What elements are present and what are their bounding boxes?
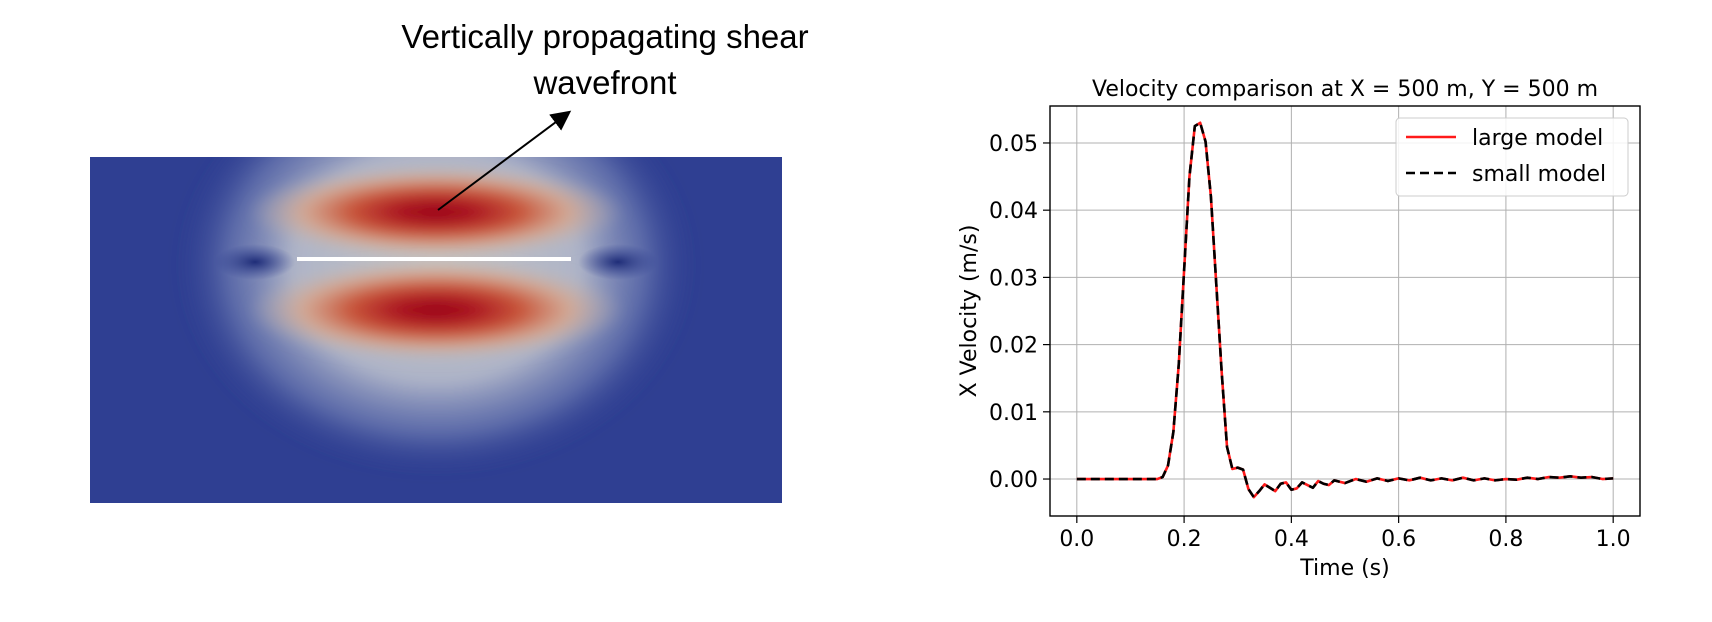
- series-line-small-model: [1076, 121, 1614, 499]
- plot-frame: [1049, 105, 1641, 517]
- source-line: [297, 257, 571, 261]
- y-tick-label: 0.04: [989, 199, 1038, 224]
- legend-label-small-model: small model: [1472, 162, 1606, 187]
- annotation-line-2: wavefront: [533, 64, 677, 101]
- annotation-line-1: Vertically propagating shear: [401, 18, 809, 55]
- y-tick-label: 0.03: [989, 266, 1038, 291]
- series-layer: [1076, 121, 1614, 499]
- legend: large model small model: [1395, 117, 1629, 197]
- y-tick-label: 0.01: [989, 401, 1038, 426]
- x-tick-label: 1.0: [1596, 527, 1631, 552]
- legend-label-large-model: large model: [1472, 126, 1603, 151]
- tick-layer: 0.0 0.2 0.4 0.6 0.8 1.0 0.00 0.01 0.02 0.03 0.04 0.…: [989, 132, 1631, 552]
- field-dark-spot-left: [215, 244, 295, 280]
- annotation-arrow: [437, 110, 572, 211]
- y-tick-label: 0.02: [989, 334, 1038, 359]
- y-tick-label: 0.00: [989, 468, 1038, 493]
- x-tick-label: 0.4: [1274, 527, 1309, 552]
- field-dark-spot-right: [578, 244, 658, 280]
- x-axis-label: Time (s): [1299, 556, 1389, 581]
- lower-wavefront-lobe: [246, 258, 626, 362]
- y-axis-label: X Velocity (m/s): [957, 225, 982, 398]
- x-tick-label: 0.2: [1167, 527, 1202, 552]
- upper-wavefront-lobe: [246, 164, 626, 260]
- x-tick-label: 0.0: [1059, 527, 1094, 552]
- x-tick-label: 0.6: [1381, 527, 1416, 552]
- chart-title: Velocity comparison at X = 500 m, Y = 50…: [1092, 77, 1598, 102]
- y-tick-label: 0.05: [989, 132, 1038, 157]
- x-tick-label: 0.8: [1488, 527, 1523, 552]
- wavefront-annotation: Vertically propagating shear wavefront: [340, 14, 870, 106]
